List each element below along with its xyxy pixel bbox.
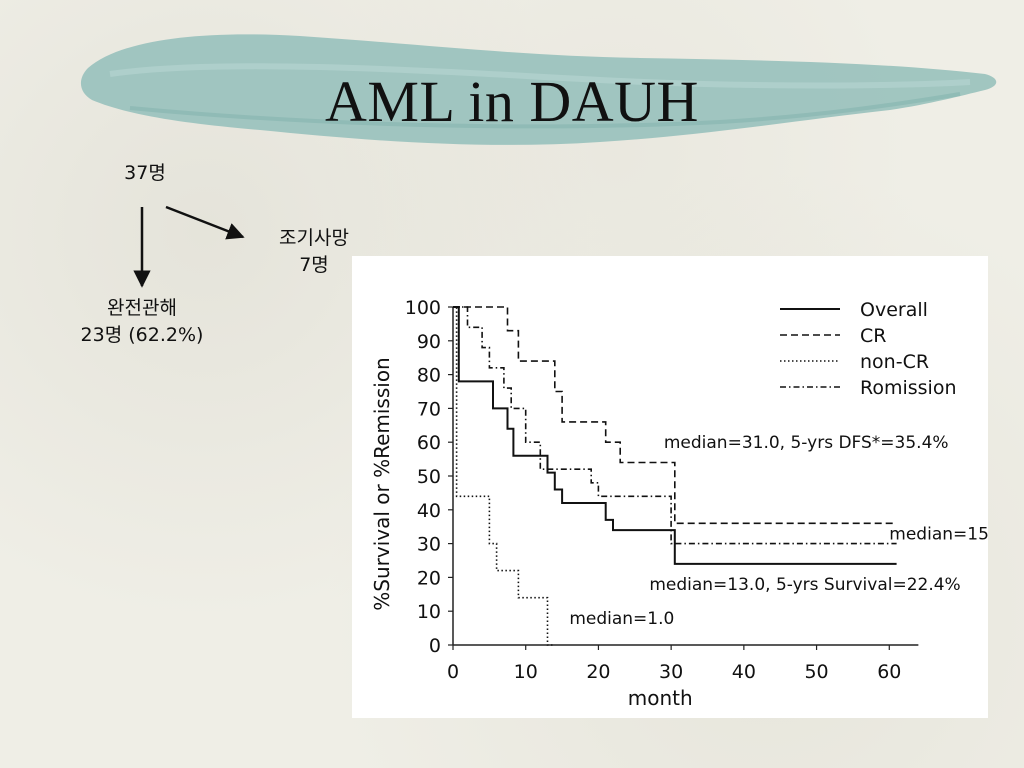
legend-label-romission: Romission: [860, 377, 957, 399]
survival-chart: 0 10 20 30 40 50 60 70 80 90 100 0 10 20 30 40 50 60 month…: [370, 297, 988, 710]
median-annotation: median=15.1: [889, 524, 988, 544]
early-death-count: 7명: [299, 254, 329, 276]
median-annotation: median=31.0, 5-yrs DFS*=35.4%: [664, 433, 949, 453]
y-axis-label: %Survival or %Remission: [370, 357, 394, 610]
early-death-label: 조기사망 7명: [252, 225, 376, 279]
complete-remission-text: 완전관해: [107, 297, 177, 319]
median-annotation: median=13.0, 5-yrs Survival=22.4%: [649, 575, 960, 595]
x-tick-label: 50: [804, 661, 828, 683]
y-tick-label: 10: [417, 601, 441, 623]
series-line-cr: [453, 306, 897, 525]
x-axis-label: month: [628, 686, 693, 710]
series-line-non-cr: [453, 306, 555, 646]
early-death-text: 조기사망: [279, 227, 349, 249]
x-tick-label: 40: [732, 661, 756, 683]
y-tick-label: 20: [417, 567, 441, 589]
x-tick-label: 10: [514, 661, 538, 683]
total-patients: 37명: [124, 162, 166, 184]
complete-remission-count: 23명 (62.2%): [80, 324, 204, 346]
y-tick-label: 30: [417, 534, 441, 556]
y-tick-label: 90: [417, 331, 441, 353]
x-tick-label: 60: [877, 661, 901, 683]
slide-title: AML in DAUH: [325, 69, 699, 134]
y-tick-label: 40: [417, 500, 441, 522]
complete-remission-label: 완전관해 23명 (62.2%): [44, 295, 240, 349]
x-tick-label: 20: [586, 661, 610, 683]
y-tick-label: 0: [429, 635, 441, 657]
series-line-romission: [453, 306, 897, 545]
arrow-to-early-death: [165, 205, 245, 240]
title-brush-stroke: [80, 34, 997, 145]
x-tick-label: 0: [447, 661, 459, 683]
y-tick-label: 50: [417, 466, 441, 488]
y-tick-label: 100: [405, 297, 441, 319]
legend-label-non-cr: non-CR: [860, 351, 929, 373]
y-tick-label: 60: [417, 432, 441, 454]
legend-label-overall: Overall: [860, 299, 928, 321]
y-tick-label: 70: [417, 398, 441, 420]
median-annotation: median=1.0: [569, 609, 674, 629]
y-tick-label: 80: [417, 365, 441, 387]
survival-chart-panel: 0 10 20 30 40 50 60 70 80 90 100 0 10 20 30 40 50 60 month…: [352, 256, 988, 718]
x-tick-label: 30: [659, 661, 683, 683]
legend-label-cr: CR: [860, 325, 886, 347]
series-line-overall: [453, 306, 897, 565]
